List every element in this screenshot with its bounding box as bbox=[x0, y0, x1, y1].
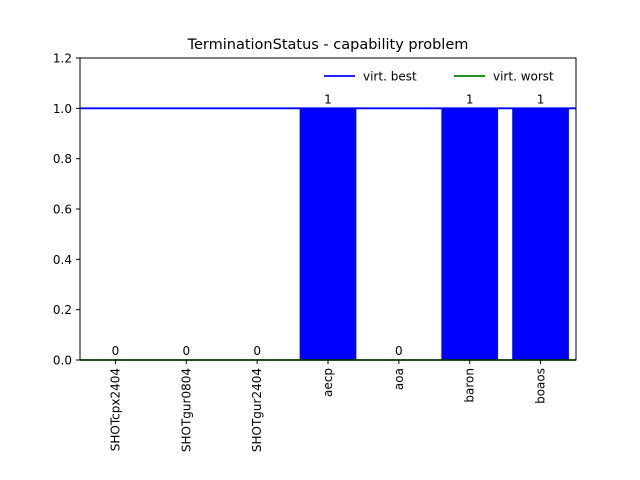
data-label-shotgur2404: 0 bbox=[253, 344, 261, 358]
y-tick-label-3: 0.6 bbox=[53, 203, 72, 217]
bar-aecp bbox=[299, 108, 357, 360]
data-label-shotgur0804: 0 bbox=[182, 344, 190, 358]
x-tick-label-aoa: aoa bbox=[392, 368, 406, 390]
bar-baron bbox=[441, 108, 499, 360]
legend-label-virt-worst: virt. worst bbox=[493, 70, 554, 84]
y-tick-label-1: 0.2 bbox=[53, 303, 72, 317]
data-label-baron: 1 bbox=[466, 92, 474, 106]
data-label-shotcpx2404: 0 bbox=[112, 344, 120, 358]
data-label-aoa: 0 bbox=[395, 344, 403, 358]
legend-label-virt-best: virt. best bbox=[363, 70, 417, 84]
x-tick-label-boaos: boaos bbox=[534, 368, 548, 404]
y-tick-label-5: 1.0 bbox=[53, 102, 72, 116]
y-tick-label-6: 1.2 bbox=[53, 52, 72, 66]
legend: virt. best virt. worst bbox=[324, 70, 554, 84]
axes-frame bbox=[79, 57, 577, 361]
y-tick-label-4: 0.8 bbox=[53, 152, 72, 166]
x-tick-label-baron: baron bbox=[463, 368, 477, 403]
plot-area: 0 0 0 1 0 1 1 0.0 0.2 0.4 0.6 0.8 1.0 1.2 SHOTcpx2404 S… bbox=[53, 52, 577, 452]
y-tick-label-0: 0.0 bbox=[53, 354, 72, 368]
x-tick-label-shotgur0804: SHOTgur0804 bbox=[179, 368, 193, 452]
chart-title: TerminationStatus - capability problem bbox=[187, 37, 469, 53]
x-tick-label-aecp: aecp bbox=[321, 368, 335, 397]
data-label-aecp: 1 bbox=[324, 92, 332, 106]
bar-boaos bbox=[512, 108, 569, 360]
x-tick-label-shotgur2404: SHOTgur2404 bbox=[250, 368, 264, 452]
y-tick-label-2: 0.4 bbox=[53, 253, 72, 267]
data-label-boaos: 1 bbox=[537, 92, 545, 106]
x-tick-label-shotcpx2404: SHOTcpx2404 bbox=[108, 368, 122, 451]
